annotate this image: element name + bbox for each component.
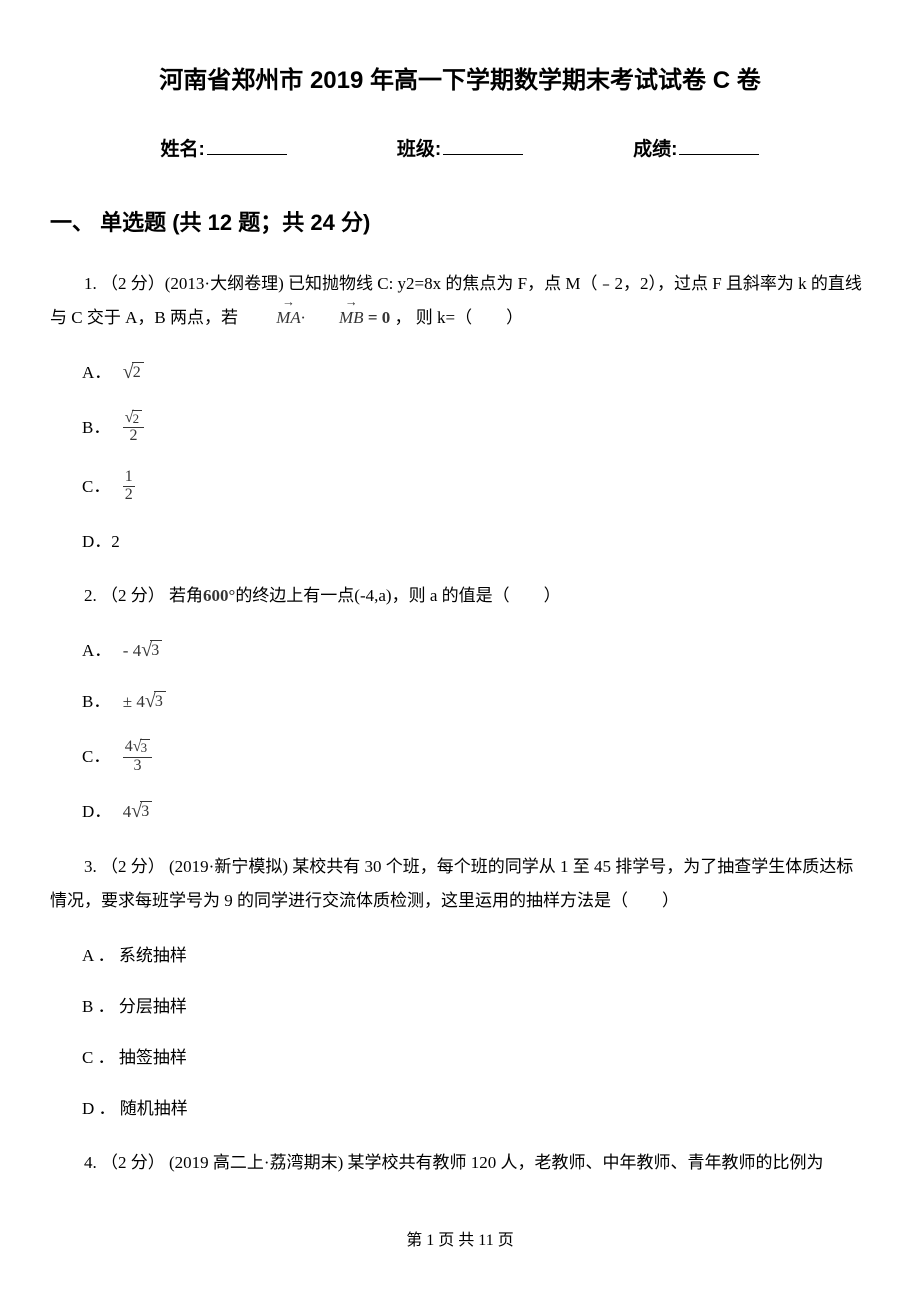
q2-angle: 600 [203, 586, 229, 605]
vec-eq: = 0 [364, 308, 391, 327]
q1-vec-expr: MA·MB = 0 [242, 308, 394, 327]
q1-opt-c: C． 1 2 [82, 469, 870, 504]
page-footer: 第 1 页 共 11 页 [0, 1226, 920, 1250]
vec-mb: MB [305, 301, 364, 335]
q2-stem-b: 的终边上有一点(-4,a)，则 a 的值是（ ） [235, 586, 560, 605]
q1-opt-c-math: 1 2 [123, 469, 135, 504]
q1-opt-b-label: B． [82, 414, 123, 441]
class-blank [443, 133, 523, 155]
vec-ma: MA [242, 301, 301, 335]
class-label: 班级: [397, 139, 441, 160]
q2-opt-c-label: C． [82, 743, 123, 770]
score-blank [679, 133, 759, 155]
q1-stem: 1. （2 分）(2013·大纲卷理) 已知抛物线 C: y2=8x 的焦点为 … [50, 267, 870, 335]
q3-stem-text: 3. （2 分） (2019·新宁模拟) 某校共有 30 个班，每个班的同学从 … [50, 857, 853, 910]
q2-stem: 2. （2 分） 若角600°的终边上有一点(-4,a)，则 a 的值是（ ） [50, 579, 870, 613]
q3-opt-a: A ． 系统抽样 [82, 942, 870, 969]
q2-opt-d: D． 4√3 [82, 798, 870, 825]
score-label: 成绩: [633, 139, 677, 160]
meta-row: 姓名: 班级: 成绩: [50, 133, 870, 161]
q2-opt-d-sqrt: √3 [131, 801, 152, 822]
exam-page: 河南省郑州市 2019 年高一下学期数学期末考试试卷 C 卷 姓名: 班级: 成… [0, 0, 920, 1180]
q2-opt-b-pm: ± 4 [123, 688, 145, 715]
meta-name: 姓名: [161, 133, 287, 161]
q1-opt-b: B． √2 2 [82, 410, 870, 445]
q4-stem-text: 4. （2 分） (2019 高二上·荔湾期末) 某学校共有教师 120 人，老… [84, 1153, 823, 1172]
q2-opt-c: C． 4√3 3 [82, 739, 870, 774]
q3-opt-c: C ． 抽签抽样 [82, 1044, 870, 1071]
q1-opt-a-label: A． [82, 359, 123, 386]
section-heading: 一、 单选题 (共 12 题；共 24 分) [50, 205, 870, 237]
q2-opt-a: A． - 4√3 [82, 637, 870, 664]
q2-opt-b-sqrt: √3 [145, 691, 166, 712]
q3-stem: 3. （2 分） (2019·新宁模拟) 某校共有 30 个班，每个班的同学从 … [50, 850, 870, 918]
q2-opt-d-label: D． [82, 798, 123, 825]
q1-stem-b: ， 则 k=（ ） [395, 308, 524, 327]
q2-opt-b-label: B． [82, 688, 123, 715]
q3-opt-b: B ． 分层抽样 [82, 993, 870, 1020]
q2-options: A． - 4√3 B． ± 4√3 C． 4√3 3 D． 4√3 [82, 637, 870, 826]
q1-opt-a-math: √2 [123, 362, 144, 383]
name-label: 姓名: [161, 139, 205, 160]
q1-opt-a: A． √2 [82, 359, 870, 386]
name-blank [207, 133, 287, 155]
q2-opt-d-coef: 4 [123, 798, 132, 825]
q2-opt-c-math: 4√3 3 [123, 739, 152, 774]
q2-opt-a-neg: - 4 [123, 637, 141, 664]
q3-opt-d: D ． 随机抽样 [82, 1095, 870, 1122]
q1-opt-b-math: √2 2 [123, 410, 144, 445]
meta-class: 班级: [397, 133, 523, 161]
q1-options: A． √2 B． √2 2 C． 1 2 D．2 [82, 359, 870, 555]
q2-opt-b: B． ± 4√3 [82, 688, 870, 715]
q2-opt-a-sqrt: √3 [141, 640, 162, 661]
exam-title: 河南省郑州市 2019 年高一下学期数学期末考试试卷 C 卷 [50, 60, 870, 95]
q2-opt-a-label: A． [82, 637, 123, 664]
q2-stem-a: 2. （2 分） 若角 [84, 586, 203, 605]
q3-options: A ． 系统抽样 B ． 分层抽样 C ． 抽签抽样 D ． 随机抽样 [82, 942, 870, 1123]
meta-score: 成绩: [633, 133, 759, 161]
q4-stem: 4. （2 分） (2019 高二上·荔湾期末) 某学校共有教师 120 人，老… [50, 1146, 870, 1180]
q1-opt-d: D．2 [82, 528, 870, 555]
q1-opt-d-text: D．2 [82, 528, 120, 555]
q1-opt-c-label: C． [82, 473, 123, 500]
